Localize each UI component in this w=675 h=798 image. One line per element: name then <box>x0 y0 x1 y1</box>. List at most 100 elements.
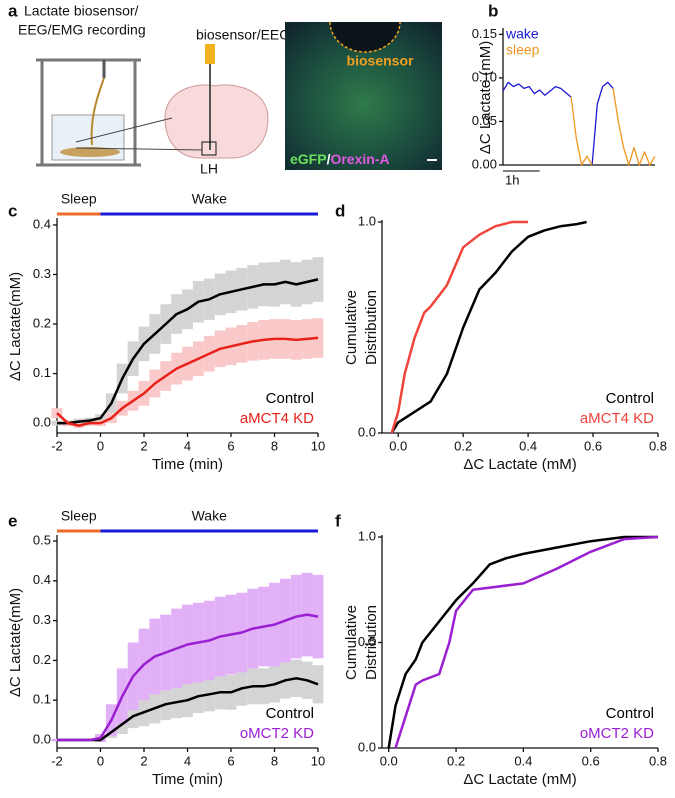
legend-entry: Control <box>266 390 314 407</box>
y-axis-label: Distribution <box>363 290 380 365</box>
legend-entry: aMCT4 KD <box>580 410 654 427</box>
x-tick-label: 0.0 <box>380 753 398 768</box>
x-tick-label: 2 <box>140 438 147 453</box>
illustration-title: Lactate biosensor/ <box>24 3 139 19</box>
callout <box>75 117 173 143</box>
lh-box <box>201 141 217 156</box>
region-label: LH <box>200 161 218 177</box>
legend-entry: wake <box>505 26 539 42</box>
series-line <box>56 336 319 427</box>
x-tick-label: 8 <box>271 438 278 453</box>
x-tick-label: -2 <box>51 438 63 453</box>
legend-entry: oMCT2 KD <box>240 725 314 742</box>
panel-label: c <box>8 201 17 220</box>
biosensor-track <box>329 21 401 53</box>
x-axis-label: Time (min) <box>152 771 223 788</box>
series-line <box>57 677 319 742</box>
state-label: Wake <box>192 191 227 207</box>
x-tick-label: 0.2 <box>447 753 465 768</box>
y-tick-label: 0.2 <box>33 315 51 330</box>
legend-entry: sleep <box>506 42 540 58</box>
x-tick-label: 10 <box>311 753 325 768</box>
legend-entry: Control <box>606 705 654 722</box>
channel-label: eGFP <box>290 151 327 167</box>
y-axis-label: Cumulative <box>343 605 360 680</box>
series-line <box>394 535 659 749</box>
channel-separator: / <box>327 151 331 167</box>
x-tick-label: 0 <box>97 438 104 453</box>
panel-label: b <box>488 1 498 20</box>
callout <box>75 147 203 151</box>
y-tick-label: 0.15 <box>472 26 497 41</box>
state-label: Sleep <box>61 508 97 524</box>
x-tick-label: 0.2 <box>454 438 472 453</box>
y-tick-label: 0.5 <box>358 634 376 649</box>
x-tick-label: 6 <box>227 753 234 768</box>
x-tick-label: 2 <box>140 753 147 768</box>
y-tick-label: 0.1 <box>33 365 51 380</box>
x-tick-label: 0.8 <box>649 438 667 453</box>
probe-label: biosensor/EEG <box>196 27 290 43</box>
illustration: a Lactate biosensor/ EEG/EMG recording b… <box>8 1 442 177</box>
y-tick-label: 0.10 <box>472 69 497 84</box>
y-tick-label: 0.3 <box>33 612 51 627</box>
series-line <box>57 613 319 742</box>
scale-bar-label: 1h <box>505 172 519 187</box>
state-label: Wake <box>192 508 227 524</box>
y-tick-label: 0.5 <box>33 532 51 547</box>
legend-entry: aMCT4 KD <box>240 410 314 427</box>
x-axis-label: ΔC Lactate (mM) <box>463 771 576 788</box>
panel-label: f <box>335 511 341 530</box>
channel-label: Orexin-A <box>330 151 389 167</box>
y-axis-label: ΔC Lactate(mM) <box>7 272 24 381</box>
y-tick-label: 0.00 <box>472 156 497 171</box>
x-tick-label: 4 <box>184 753 191 768</box>
x-tick-label: 0.0 <box>389 438 407 453</box>
x-tick-label: 4 <box>184 438 191 453</box>
x-tick-label: 10 <box>311 438 325 453</box>
y-axis-label: Distribution <box>363 605 380 680</box>
y-tick-label: 0.4 <box>33 216 51 231</box>
y-axis-label: ΔC Lactate(mM) <box>7 588 24 697</box>
image-label: eGFP/Orexin-A <box>290 151 390 167</box>
x-tick-label: -2 <box>51 753 63 768</box>
panel-label: d <box>335 201 345 220</box>
y-tick-label: 0.0 <box>33 415 51 430</box>
y-tick-label: 0.0 <box>358 739 376 754</box>
series-line <box>570 88 656 166</box>
y-tick-label: 0.1 <box>33 692 51 707</box>
y-axis-label: Cumulative <box>343 290 360 365</box>
legend-entry: Control <box>606 390 654 407</box>
x-tick-label: 0.4 <box>519 438 537 453</box>
y-tick-label: 0.0 <box>33 731 51 746</box>
series-line <box>57 278 319 425</box>
recording-rig <box>36 58 141 167</box>
probe-head <box>205 44 215 64</box>
x-tick-label: 8 <box>271 753 278 768</box>
x-tick-label: 0 <box>97 753 104 768</box>
x-axis-label: ΔC Lactate (mM) <box>463 456 576 473</box>
x-tick-label: 0.8 <box>649 753 667 768</box>
x-tick-label: 6 <box>227 438 234 453</box>
bedding <box>60 147 120 157</box>
x-tick-label: 0.4 <box>514 753 532 768</box>
panel-label: e <box>8 511 17 530</box>
brain-section <box>164 84 269 159</box>
x-axis-label: Time (min) <box>152 456 223 473</box>
image-label: biosensor <box>347 53 414 69</box>
series-line <box>390 220 529 434</box>
panel-label: a <box>8 1 18 20</box>
y-tick-label: 0.05 <box>472 113 497 128</box>
legend-entry: Control <box>266 705 314 722</box>
illustration-title: EEG/EMG recording <box>18 22 146 38</box>
series-line <box>387 535 658 749</box>
x-tick-label: 0.6 <box>582 753 600 768</box>
y-axis-label: ΔC Lactate (mM) <box>477 41 494 154</box>
y-tick-label: 1.0 <box>358 528 376 543</box>
series-line <box>390 220 587 434</box>
x-tick-label: 0.6 <box>584 438 602 453</box>
y-tick-label: 1.0 <box>358 213 376 228</box>
y-tick-label: 0.2 <box>33 652 51 667</box>
series-line <box>502 81 614 166</box>
